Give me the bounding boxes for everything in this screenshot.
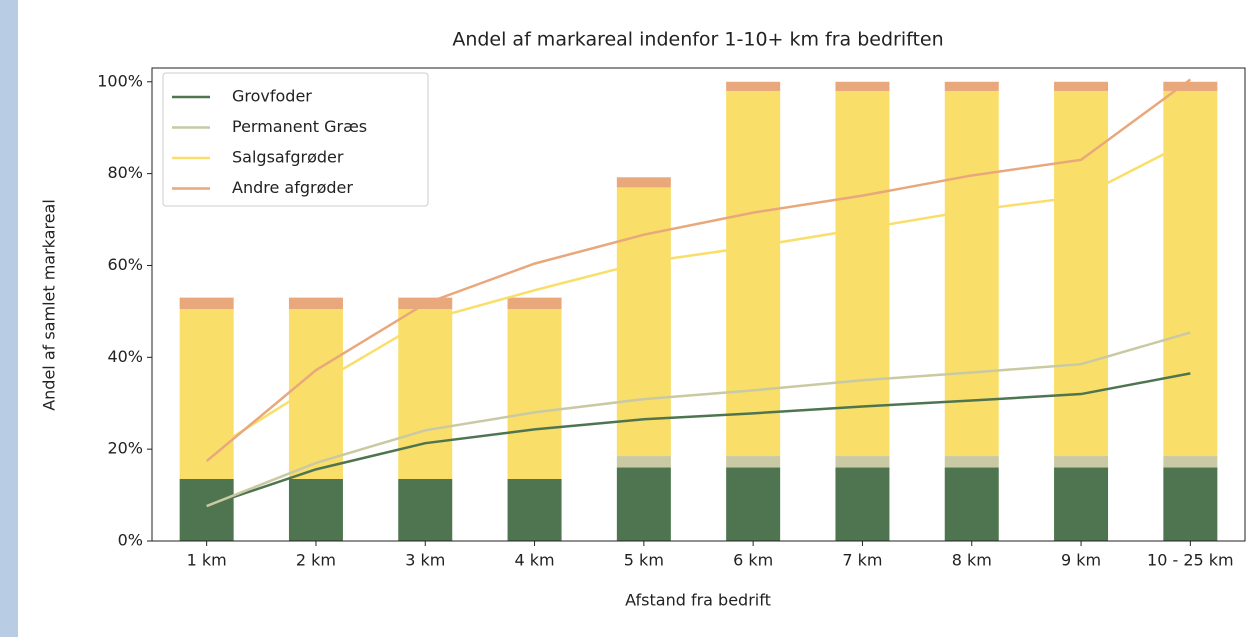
bar-segment xyxy=(944,90,999,457)
bar-segment xyxy=(1163,456,1218,468)
x-tick-label: 1 km xyxy=(187,551,227,570)
bar-segment xyxy=(944,467,999,541)
bar-segment xyxy=(1054,467,1109,541)
bar-segment xyxy=(835,81,890,91)
bar-segment xyxy=(616,187,671,457)
bar-segment xyxy=(726,81,781,91)
bar-segment xyxy=(1163,90,1218,457)
bar-segment xyxy=(1163,467,1218,541)
bar-segment xyxy=(288,479,343,541)
x-tick-label: 2 km xyxy=(296,551,336,570)
bar-segment xyxy=(179,297,234,310)
plot-frame xyxy=(151,67,1246,542)
x-tick-label: 3 km xyxy=(405,551,445,570)
bar-segment xyxy=(398,479,453,541)
legend-label: Salgsafgrøder xyxy=(232,148,344,167)
x-tick-label: 9 km xyxy=(1061,551,1101,570)
bar-segment xyxy=(616,177,671,188)
y-tick-label: 60% xyxy=(107,255,143,274)
y-tick-label: 100% xyxy=(97,71,143,90)
bar-segment xyxy=(398,309,453,480)
line xyxy=(205,139,1191,455)
side-stripe xyxy=(0,0,18,637)
bar-segment xyxy=(944,81,999,91)
bar-segment xyxy=(288,309,343,480)
legend-box xyxy=(162,72,429,207)
bar-segment xyxy=(726,467,781,541)
x-tick-label: 8 km xyxy=(952,551,992,570)
legend-label: Andre afgrøder xyxy=(232,178,353,197)
y-axis-label: Andel af samlet markareal xyxy=(40,199,59,411)
y-tick-label: 40% xyxy=(107,347,143,366)
bar-segment xyxy=(835,90,890,457)
line xyxy=(206,372,1191,508)
x-tick-label: 6 km xyxy=(733,551,773,570)
bar-segment xyxy=(726,456,781,468)
line xyxy=(206,331,1191,508)
x-axis-label: Afstand fra bedrift xyxy=(625,591,771,610)
bar-segment xyxy=(507,309,562,480)
y-tick-label: 80% xyxy=(107,163,143,182)
x-tick-label: 5 km xyxy=(624,551,664,570)
bar-segment xyxy=(288,297,343,310)
bar-segment xyxy=(944,456,999,468)
y-tick-label: 0% xyxy=(118,531,143,550)
bar-segment xyxy=(835,456,890,468)
bar-segment xyxy=(616,456,671,468)
bar-segment xyxy=(179,309,234,480)
legend-label: Grovfoder xyxy=(232,87,312,106)
bar-segment xyxy=(616,467,671,541)
bar-segment xyxy=(1163,81,1218,91)
bar-segment xyxy=(726,90,781,457)
x-tick-label: 4 km xyxy=(514,551,554,570)
bar-segment xyxy=(507,297,562,310)
line xyxy=(205,78,1192,463)
legend-label: Permanent Græs xyxy=(232,117,367,136)
bar-segment xyxy=(835,467,890,541)
bar-segment xyxy=(179,479,234,541)
chart-title: Andel af markareal indenfor 1-10+ km fra… xyxy=(452,29,943,51)
x-tick-label: 7 km xyxy=(842,551,882,570)
y-tick-label: 20% xyxy=(107,439,143,458)
bar-segment xyxy=(1054,81,1109,91)
x-tick-label: 10 - 25 km xyxy=(1147,551,1234,570)
bar-segment xyxy=(507,479,562,541)
bar-segment xyxy=(1054,456,1109,468)
